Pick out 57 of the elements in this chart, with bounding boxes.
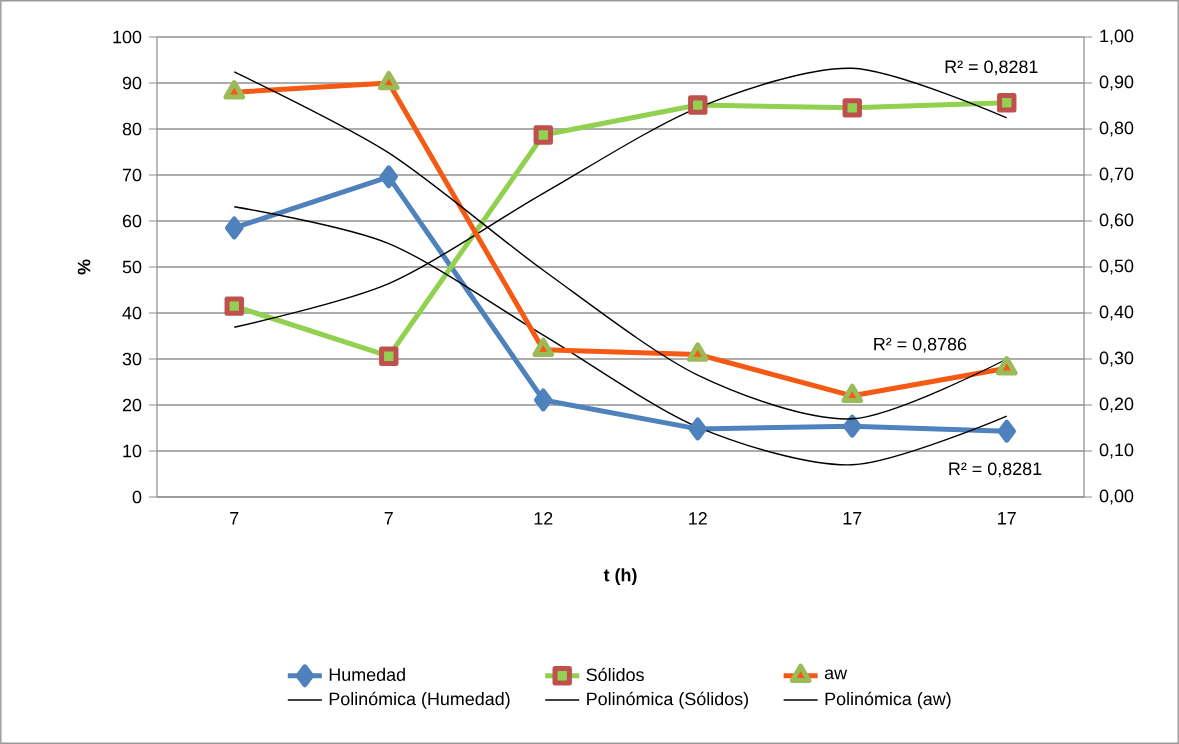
- y2-tick-label: 0,70: [1099, 167, 1134, 183]
- y-tick-label: 20: [122, 398, 142, 412]
- annotation: R² = 0,8281: [945, 60, 1038, 76]
- y-tick-label: 40: [122, 306, 142, 320]
- point: [995, 356, 1018, 376]
- y2-tick-label: 0,50: [1099, 259, 1134, 275]
- point: [534, 388, 553, 412]
- legend-label: Polinómica (Humedad): [329, 691, 510, 709]
- legend-label: Sólidos: [586, 667, 644, 682]
- point: [842, 98, 862, 118]
- point: [377, 70, 400, 91]
- legend-label: Polinómica (Sólidos): [587, 691, 749, 709]
- y-axis-title: %: [77, 259, 91, 275]
- y-tick-label: 90: [122, 76, 142, 90]
- y2-tick-label: 0,30: [1099, 351, 1134, 367]
- point: [686, 342, 709, 362]
- point: [841, 383, 864, 404]
- y-tick-label: 30: [122, 352, 142, 366]
- y-tick-label: 70: [122, 168, 142, 182]
- y-tick-label: 0: [132, 490, 142, 504]
- x-tick-label: 12: [534, 512, 553, 525]
- point: [688, 417, 707, 441]
- y-tick-label: 10: [123, 444, 142, 458]
- y2-tick-label: 0,00: [1099, 489, 1134, 505]
- x-axis-title: t (h): [603, 568, 637, 585]
- point: [843, 414, 862, 438]
- x-tick-label: 7: [384, 512, 393, 525]
- y-tick-label: 50: [122, 260, 142, 274]
- y2-tick-label: 0,80: [1099, 121, 1134, 137]
- y2-tick-label: 0,90: [1099, 75, 1134, 91]
- point: [379, 346, 399, 366]
- y2-tick-label: 0,20: [1099, 397, 1134, 413]
- point: [533, 125, 553, 145]
- legend-label: Humedad: [329, 667, 405, 682]
- point: [224, 296, 244, 316]
- y2-tick-label: 0,10: [1099, 443, 1134, 459]
- point: [997, 93, 1017, 113]
- point: [532, 337, 555, 358]
- point: [225, 216, 244, 240]
- legend-label: Polinómica (aw): [825, 691, 951, 709]
- point: [379, 165, 398, 189]
- annotation: R² = 0,8786: [874, 337, 967, 353]
- x-tick-label: 17: [843, 512, 862, 525]
- x-tick-label: 7: [230, 512, 239, 525]
- x-tick-label: 12: [689, 512, 707, 525]
- point: [997, 419, 1017, 443]
- x-tick-label: 17: [998, 512, 1016, 525]
- y2-tick-label: 0,60: [1099, 213, 1134, 229]
- y2-tick-label: 1,00: [1100, 29, 1134, 45]
- legend-label: aw: [824, 669, 848, 680]
- annotation: R² = 0,8281: [949, 462, 1042, 478]
- y-tick-label: 80: [122, 122, 142, 136]
- y-tick-label: 60: [122, 214, 142, 228]
- point: [688, 95, 708, 115]
- y-tick-label: 100: [113, 30, 142, 44]
- y2-tick-label: 0,40: [1099, 305, 1134, 321]
- point: [223, 80, 246, 100]
